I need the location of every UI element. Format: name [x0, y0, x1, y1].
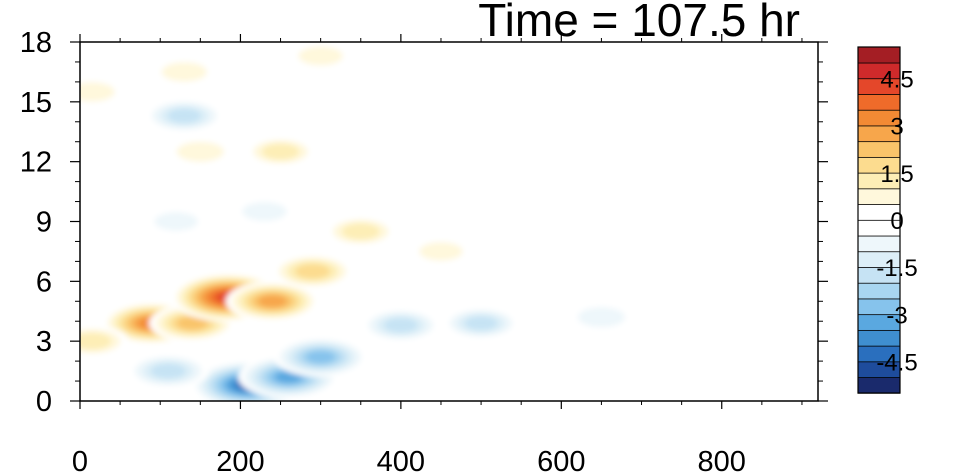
y-tick-label: 18 [20, 27, 52, 59]
contour-feature [567, 302, 636, 332]
contour-level [298, 46, 343, 66]
contour-level [419, 242, 463, 261]
contour-feature [324, 215, 398, 247]
x-tick-label: 600 [537, 446, 585, 473]
contour-feature [126, 353, 210, 389]
contour-level [167, 108, 202, 123]
contour-feature [531, 179, 591, 205]
contour-feature [360, 308, 441, 343]
contour-level [341, 223, 380, 240]
contour-level [258, 295, 287, 308]
colorbar-label: 4.5 [880, 67, 913, 94]
contour-feature [225, 281, 320, 322]
colorbar-swatch [857, 282, 901, 300]
contour-level [306, 351, 336, 364]
contour-feature [80, 325, 130, 357]
contour-feature [165, 137, 235, 167]
contour-level [80, 332, 112, 350]
contour-feature [244, 136, 317, 167]
contour-level [692, 368, 752, 394]
colorbar-label: 3 [890, 114, 903, 141]
y-axis: 0 3 6 9 12 15 18 [20, 27, 828, 418]
y-tick-label: 0 [36, 386, 52, 418]
y-tick-label: 12 [20, 147, 52, 179]
contour-level [464, 316, 498, 331]
contour-feature [692, 368, 752, 394]
contour-feature [271, 253, 355, 289]
contour-feature [442, 306, 520, 340]
colorbar-swatch [857, 376, 901, 394]
colorbar-swatch [857, 188, 901, 205]
contour-level [330, 380, 391, 401]
x-axis: 0 200 400 600 800 [72, 34, 803, 473]
contour-level [161, 62, 207, 82]
x-tick-label: 0 [72, 446, 88, 473]
contour-feature [273, 337, 368, 378]
colorbar-label: 0 [890, 208, 903, 235]
y-tick-label: 6 [36, 266, 52, 298]
colorbar-label: -1.5 [876, 255, 917, 282]
contour-feature [80, 77, 126, 106]
contour-feature [330, 380, 391, 401]
contour-level [176, 316, 208, 330]
contour-level [295, 263, 331, 279]
colorbar-swatch [857, 329, 901, 347]
colorbar-label: -3 [886, 302, 907, 329]
contour-level [80, 82, 115, 102]
contour-feature [144, 98, 225, 133]
y-tick-label: 9 [36, 207, 52, 239]
y-tick-label: 3 [36, 326, 52, 358]
contour-level [577, 307, 626, 328]
chart-title: Time = 107.5 hr [478, 0, 800, 46]
contour-field [80, 42, 752, 401]
colorbar-swatch [857, 46, 901, 64]
y-tick-label: 15 [20, 87, 52, 119]
colorbar-swatch [857, 235, 901, 253]
colorbar: 4.5 3 1.5 0 -1.5 -3 -4.5 [857, 46, 918, 394]
contour-level [176, 141, 224, 162]
contour-feature [144, 208, 208, 235]
colorbar-swatch [857, 93, 901, 111]
contour-level [383, 318, 418, 333]
contour-feature [232, 197, 297, 226]
contour-level [242, 202, 287, 221]
contour-level [651, 308, 712, 335]
contour-feature [288, 42, 353, 70]
x-tick-label: 400 [377, 446, 425, 473]
colorbar-swatch [857, 140, 901, 158]
x-tick-label: 200 [216, 446, 264, 473]
contour-level [275, 371, 303, 383]
contour-level [154, 212, 198, 231]
contour-level [150, 363, 186, 379]
colorbar-label: 1.5 [880, 161, 913, 188]
colorbar-label: -4.5 [876, 350, 917, 377]
contour-feature [651, 308, 712, 335]
colorbar-frame [857, 46, 901, 394]
x-tick-label: 800 [698, 446, 746, 473]
contour-level [531, 179, 591, 205]
contour-feature [151, 57, 218, 86]
contour-feature [409, 238, 473, 265]
contour-level [261, 143, 300, 160]
